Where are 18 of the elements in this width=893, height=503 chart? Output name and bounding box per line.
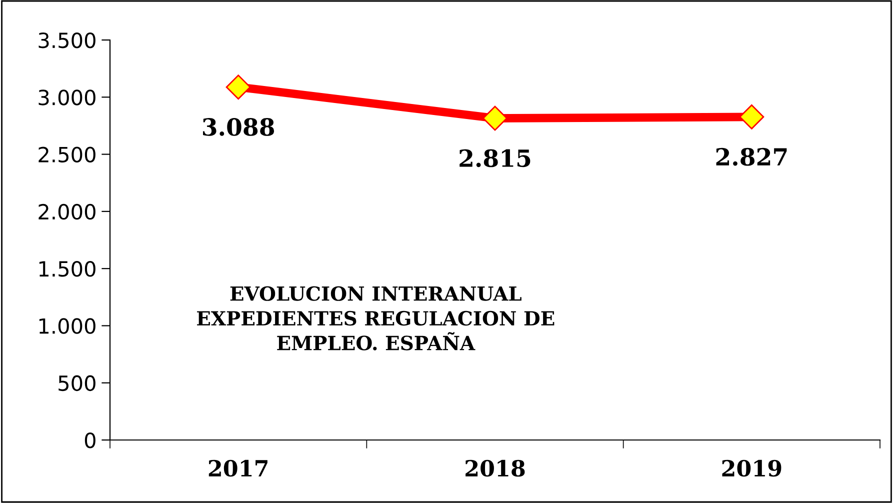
y-tick-label: 0 — [84, 432, 96, 448]
data-label: 2.815 — [460, 149, 530, 168]
point — [226, 74, 251, 100]
y-tick-label: 1.500 — [39, 261, 96, 277]
x-tick-label: 2017 — [208, 460, 268, 477]
point — [739, 104, 764, 130]
x-tick-label: 2018 — [466, 460, 525, 477]
data-label: 3.088 — [203, 118, 274, 136]
y-tick-label: 500 — [58, 375, 96, 392]
y-tick-label: 3.500 — [38, 32, 96, 48]
y-tick-label: 2.000 — [38, 204, 96, 220]
y-tick-label: 1.000 — [39, 318, 96, 334]
point — [482, 106, 508, 131]
y-tick-label: 3.000 — [38, 90, 96, 106]
x-tick-label: 2019 — [722, 460, 782, 477]
text: EVOLUCION INTERANUAL EXPEDIENTES REGULACION DE EMPLEO. ESPAÑA — [197, 286, 554, 350]
y-tick-label: 2.500 — [38, 146, 96, 162]
data-label: 2.827 — [716, 148, 787, 166]
